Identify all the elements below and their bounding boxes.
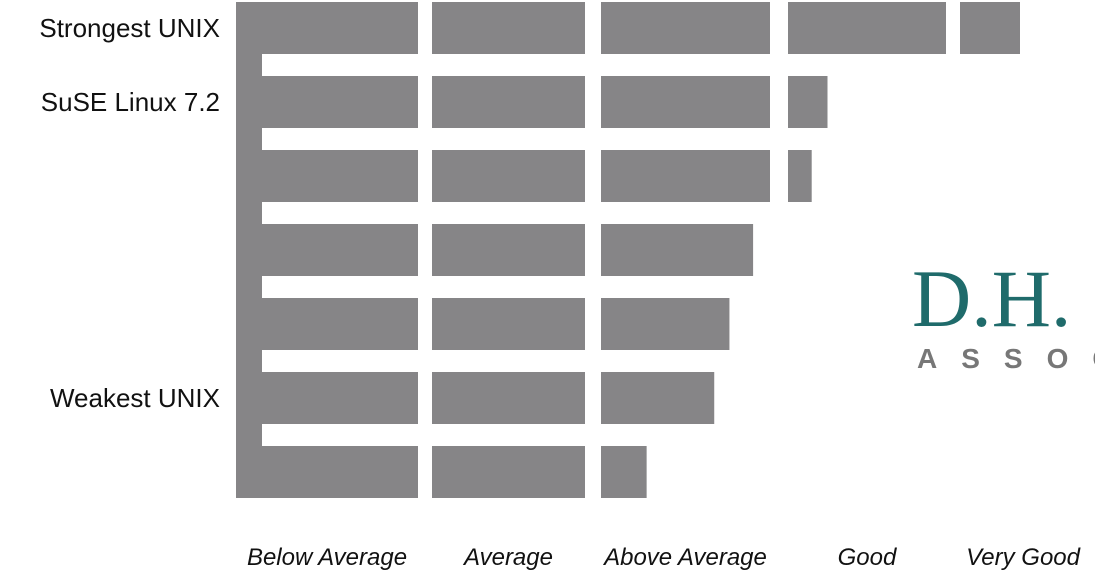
logo-sub-text: ASSOC xyxy=(917,343,1095,374)
bar-segment xyxy=(601,446,647,498)
bar-segment xyxy=(432,224,585,276)
bar-segment xyxy=(601,2,770,54)
bar-segment xyxy=(432,150,585,202)
bar-segment xyxy=(432,298,585,350)
bar-segment xyxy=(601,224,754,276)
dh-logo: D.H. ASSOC xyxy=(912,253,1095,374)
bar-segment xyxy=(788,76,828,128)
row-label: Weakest UNIX xyxy=(50,383,220,413)
bar-segment xyxy=(432,2,585,54)
bar-segment xyxy=(236,2,418,54)
bar-segment xyxy=(432,76,585,128)
bars-group xyxy=(236,2,1020,498)
bar-segment xyxy=(960,2,1020,54)
bar-segment xyxy=(432,446,585,498)
category-label: Very Good xyxy=(966,544,1080,571)
bar-segment xyxy=(601,372,715,424)
bar-segment xyxy=(236,224,418,276)
category-label: Good xyxy=(838,544,897,571)
bar-segment xyxy=(788,2,946,54)
logo-main-text: D.H. xyxy=(912,253,1071,344)
category-label: Average xyxy=(462,544,553,571)
bar-segment xyxy=(236,76,418,128)
row-label: SuSE Linux 7.2 xyxy=(41,87,220,117)
category-labels-group: Below Average Average Above Average Good Ver… xyxy=(247,544,1081,571)
bar-segment xyxy=(236,150,418,202)
bar-segment xyxy=(601,76,770,128)
bar-segment xyxy=(236,298,418,350)
row-label: Strongest UNIX xyxy=(39,13,220,43)
bar-segment xyxy=(788,150,812,202)
bar-segment xyxy=(601,150,770,202)
row-labels-group: Strongest UNIX SuSE Linux 7.2 Weakest UNIX xyxy=(39,13,220,413)
category-label: Below Average xyxy=(247,544,407,571)
bar-segment xyxy=(601,298,730,350)
bar-segment xyxy=(432,372,585,424)
bar-segment xyxy=(236,446,418,498)
category-label: Above Average xyxy=(602,544,767,571)
bar-segment xyxy=(236,372,418,424)
